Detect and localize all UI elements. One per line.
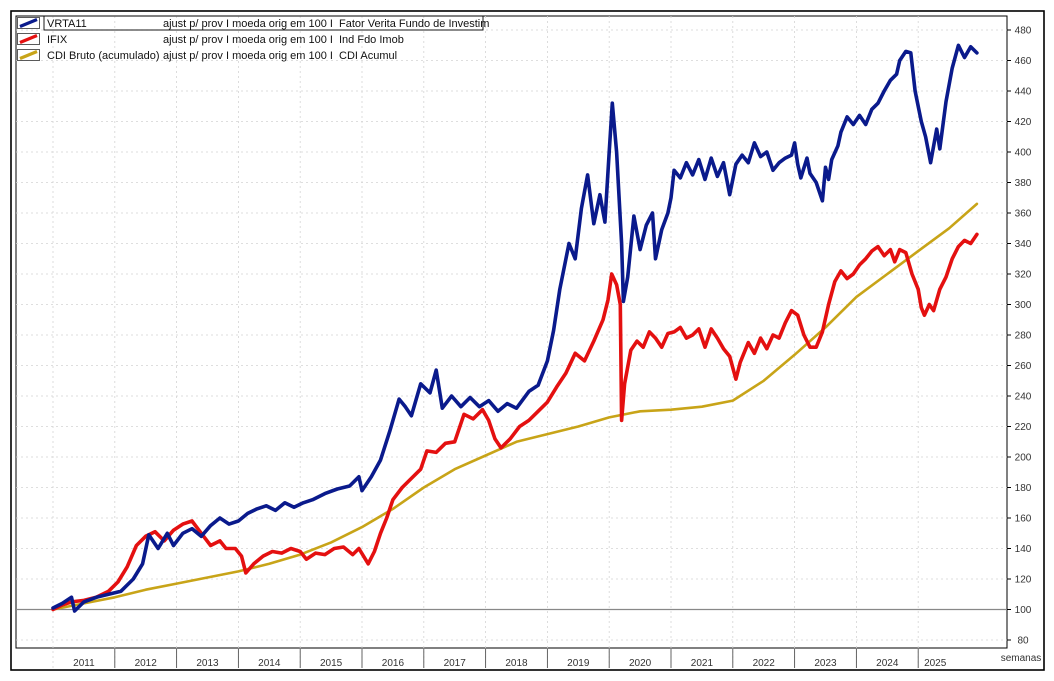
legend-swatch-line-cdi <box>19 50 38 60</box>
y-tick-label: 140 <box>1015 544 1032 555</box>
x-tick-label: 2014 <box>258 658 281 669</box>
x-axis-unit-label: semanas <box>1001 653 1042 664</box>
y-tick-label: 320 <box>1015 270 1032 281</box>
series-line-ifix <box>51 232 979 612</box>
legend-swatch-line-vrta11 <box>19 18 38 28</box>
legend-adj-ifix: ajust p/ prov I moeda orig em 100 I <box>163 34 333 46</box>
legend-desc-vrta11: Fator Verita Fundo de Investim <box>339 18 489 30</box>
y-tick-label: 360 <box>1015 209 1032 220</box>
legend-adj-cdi: ajust p/ prov I moeda orig em 100 I <box>163 50 333 62</box>
chart-outer-border <box>10 10 1045 671</box>
x-axis-years: 2011 2012 2013 2014 2015 2016 2017 2018 2019 2020… <box>73 649 947 669</box>
y-tick-label: 400 <box>1015 148 1032 159</box>
y-tick-label: 240 <box>1015 392 1032 403</box>
legend-highlight-box <box>43 15 484 31</box>
y-tick-label: 200 <box>1015 453 1032 464</box>
legend-row-vrta11: VRTA11 ajust p/ prov I moeda orig em 100… <box>17 17 489 30</box>
x-tick-label: 2021 <box>691 658 714 669</box>
series-lines <box>51 43 979 613</box>
y-tick-label: 340 <box>1015 239 1032 250</box>
y-tick-label: 220 <box>1015 422 1032 433</box>
y-tick-label: 460 <box>1015 56 1032 67</box>
x-tick-label: 2018 <box>505 658 528 669</box>
x-tick-label: 2011 <box>73 658 95 669</box>
x-tick-label: 2024 <box>876 658 899 669</box>
legend-desc-ifix: Ind Fdo Imob <box>339 34 404 46</box>
x-tick-label: 2025 <box>924 658 947 669</box>
y-tick-label: 160 <box>1015 514 1032 525</box>
x-tick-label: 2023 <box>814 658 837 669</box>
y-tick-label: 260 <box>1015 361 1032 372</box>
x-tick-label: 2013 <box>196 658 219 669</box>
x-tick-label: 2017 <box>444 658 467 669</box>
x-tick-label: 2020 <box>629 658 652 669</box>
series-line-cdi-bruto-acumulado <box>51 202 979 611</box>
plot-area-border <box>15 15 1008 649</box>
x-tick-label: 2019 <box>567 658 590 669</box>
legend-swatch-line-ifix <box>19 34 38 44</box>
y-tick-label: 380 <box>1015 178 1032 189</box>
y-tick-label: 280 <box>1015 331 1032 342</box>
y-tick-label: 300 <box>1015 300 1032 311</box>
x-tick-label: 2015 <box>320 658 343 669</box>
legend-row-cdi: CDI Bruto (acumulado) ajust p/ prov I mo… <box>17 49 397 62</box>
legend-row-ifix: IFIX ajust p/ prov I moeda orig em 100 I… <box>17 33 404 46</box>
y-tick-label: 480 <box>1015 26 1032 37</box>
legend-name-ifix: IFIX <box>47 34 68 46</box>
legend-name-cdi: CDI Bruto (acumulado) <box>47 50 160 62</box>
y-tick-label: 80 <box>1017 636 1029 647</box>
legend-name-vrta11: VRTA11 <box>47 18 87 30</box>
y-tick-label: 100 <box>1015 605 1032 616</box>
legend-desc-cdi: CDI Acumul <box>339 50 397 62</box>
y-axis-ticks: 80 100 120 140 160 180 200 220 240 260 280 300 320 34… <box>1007 26 1032 647</box>
y-tick-label: 180 <box>1015 483 1032 494</box>
x-tick-label: 2022 <box>753 658 776 669</box>
series-line-vrta11 <box>51 43 979 613</box>
x-tick-label: 2012 <box>135 658 158 669</box>
y-tick-label: 420 <box>1015 117 1032 128</box>
legend-adj-vrta11: ajust p/ prov I moeda orig em 100 I <box>163 18 333 30</box>
x-tick-label: 2016 <box>382 658 405 669</box>
legend: VRTA11 ajust p/ prov I moeda orig em 100… <box>17 15 489 62</box>
y-tick-label: 120 <box>1015 575 1032 586</box>
grid-lines <box>16 16 1007 668</box>
y-tick-label: 440 <box>1015 87 1032 98</box>
